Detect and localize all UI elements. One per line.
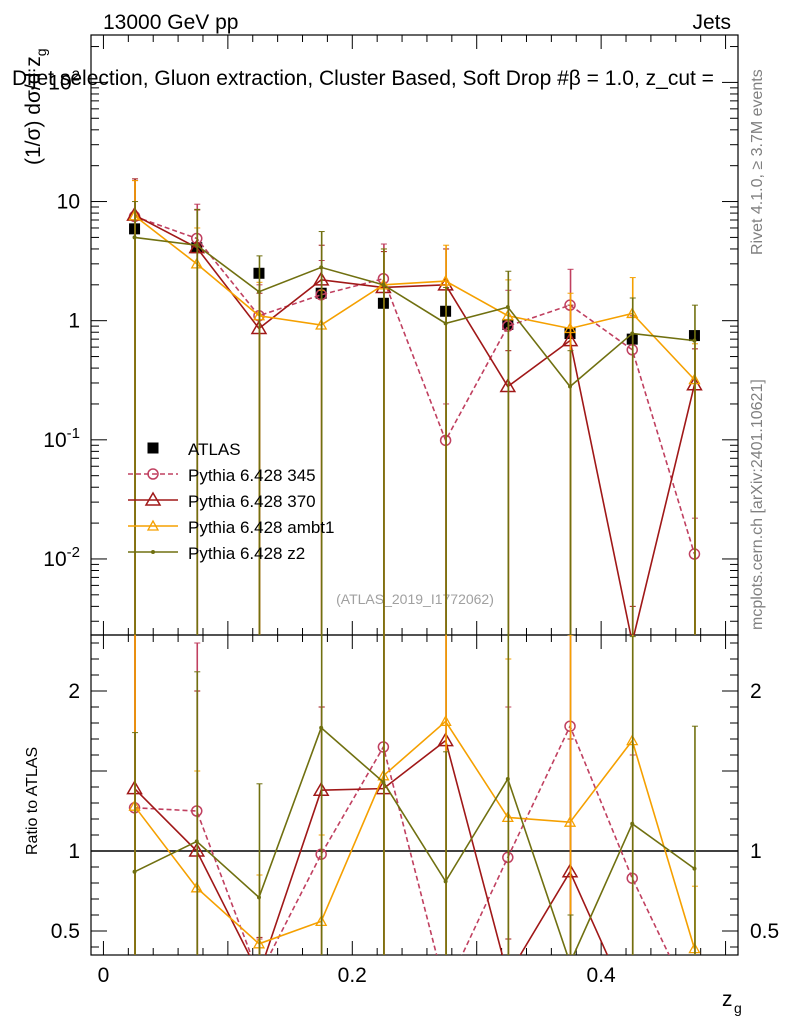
energy-label: 13000 GeV pp — [103, 11, 238, 34]
ratio-y-tick-label: 1 — [68, 840, 80, 863]
data-point — [689, 1003, 699, 1013]
y-tick-label: 102 — [48, 67, 80, 94]
legend-marker — [146, 519, 160, 531]
rivet-label: Rivet 4.1.0, ≥ 3.7M events — [749, 69, 766, 255]
data-point — [501, 969, 515, 981]
x-axis-title: z g — [722, 988, 742, 1016]
data-point — [256, 895, 261, 900]
data-point — [439, 715, 452, 727]
ratio-y-axis-title: Ratio to ATLAS — [24, 747, 41, 855]
data-point — [687, 991, 701, 1003]
ratio-y-tick-label: 2 — [68, 680, 80, 703]
main-series-pythia-6-428-ambt1 — [128, 180, 701, 635]
series-line — [134, 215, 696, 555]
ratio-y-tick-label-right: 2 — [750, 680, 762, 703]
data-point — [568, 384, 573, 389]
data-point — [630, 331, 635, 336]
ratio-series-pythia-6-428-ambt1 — [128, 635, 701, 955]
data-point — [252, 967, 266, 979]
x-tick-label: 0 — [98, 964, 110, 987]
data-point — [625, 1004, 639, 1016]
main-y-axis-title: (1/σ) dσ/d zg — [22, 48, 49, 165]
axes-layer: 0 0.2 0.4 10-2 10-1 1 10 102 0.5 0.5 1 1 2 2 — [43, 35, 779, 987]
data-point — [443, 879, 448, 884]
svg-text:g: g — [734, 1000, 742, 1016]
main-series-pythia-6-428-370 — [126, 178, 703, 635]
data-point — [439, 274, 452, 286]
legend: ATLAS Pythia 6.428 345 Pythia 6.428 370 Pyt… — [128, 440, 334, 563]
x-tick-label: 0.4 — [587, 964, 617, 987]
data-point — [505, 305, 510, 310]
series-line — [134, 214, 696, 635]
data-point — [568, 961, 572, 965]
source-label: mcplots.cern.ch [arXiv:2401.10621] — [749, 379, 766, 630]
data-point — [381, 780, 386, 785]
y-tick-label: 10 — [57, 191, 80, 214]
data-point — [381, 282, 386, 287]
legend-label: ATLAS — [188, 440, 241, 459]
x-tick-label: 0.2 — [338, 964, 367, 987]
ratio-y-tick-label: 0.5 — [51, 920, 80, 943]
analysis-id: (ATLAS_2019_I1772062) — [336, 591, 494, 607]
main-series-pythia-6-428-z2 — [132, 201, 698, 635]
data-point — [441, 985, 451, 995]
data-point — [692, 338, 697, 343]
legend-label: Pythia 6.428 ambt1 — [188, 518, 334, 537]
main-series-pythia-6-428-345 — [128, 180, 701, 635]
y-tick-label: 10-2 — [43, 544, 80, 571]
legend-item: ATLAS — [147, 440, 241, 459]
data-point — [194, 839, 199, 844]
data-point — [505, 777, 510, 781]
legend-item: Pythia 6.428 ambt1 — [128, 518, 334, 537]
ratio-data-layer — [126, 635, 701, 1016]
data-point — [194, 243, 199, 248]
data-point — [563, 322, 577, 334]
main-series-atlas — [129, 223, 700, 345]
legend-marker — [151, 550, 155, 554]
ratio-y-tick-label-right: 0.5 — [750, 920, 779, 943]
data-point — [319, 725, 324, 730]
data-point — [443, 321, 448, 326]
data-point — [132, 235, 137, 240]
data-point — [256, 289, 261, 294]
legend-item: Pythia 6.428 370 — [128, 491, 316, 511]
legend-label: Pythia 6.428 370 — [188, 492, 316, 511]
data-point — [563, 815, 577, 827]
series-line — [134, 726, 695, 955]
legend-label: Pythia 6.428 345 — [188, 466, 316, 485]
series-line — [133, 739, 609, 955]
legend-item: Pythia 6.428 z2 — [128, 544, 305, 563]
data-point — [630, 821, 635, 826]
ratio-y-tick-label-right: 1 — [750, 840, 762, 863]
series-line — [134, 236, 695, 388]
data-point — [692, 866, 697, 871]
legend-item: Pythia 6.428 345 — [128, 466, 316, 485]
ratio-series-pythia-6-428-z2 — [132, 635, 698, 965]
y-tick-label: 10-1 — [43, 425, 80, 452]
series-line — [133, 720, 696, 949]
ratio-plot-frame — [90, 634, 739, 956]
legend-marker — [147, 442, 159, 454]
legend-marker — [147, 468, 159, 480]
data-point — [132, 869, 137, 874]
series-line — [134, 215, 696, 381]
series-line — [134, 724, 670, 955]
ratio-series-pythia-6-428-370 — [126, 635, 701, 1016]
legend-label: Pythia 6.428 z2 — [188, 544, 305, 563]
main-data-layer — [126, 178, 703, 635]
data-point — [319, 265, 324, 270]
legend-marker — [144, 491, 162, 506]
svg-text:(1/σ) dσ/d zg: (1/σ) dσ/d zg — [22, 48, 49, 165]
channel-label: Jets — [692, 11, 731, 34]
y-tick-label: 1 — [68, 310, 80, 333]
svg-text:z: z — [722, 988, 733, 1011]
plot-title: Dijet selection, Gluon extraction, Clust… — [12, 67, 714, 90]
data-point — [254, 971, 264, 981]
